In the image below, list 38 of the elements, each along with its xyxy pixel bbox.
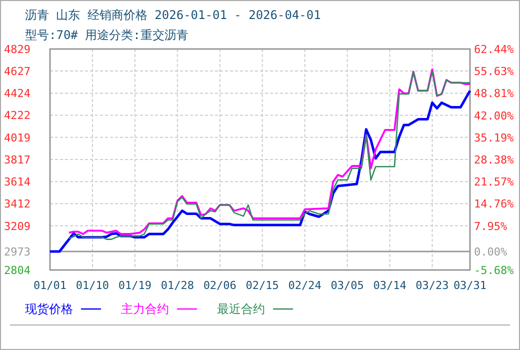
x-tick-label: 03/23	[416, 279, 449, 292]
chart-title: 沥青 山东 经销商价格 2026-01-01 - 2026-04-01	[25, 8, 321, 22]
y-tick-label: 2973	[4, 246, 30, 259]
x-tick-label: 01/19	[118, 279, 152, 292]
x-tick-label: 01/28	[160, 279, 194, 292]
y-tick-label: 4019	[4, 131, 30, 144]
legend-label: 现货价格	[25, 302, 73, 316]
y2-tick-label: 42.00%	[474, 109, 514, 122]
y2-tick-label: 48.81%	[474, 87, 514, 100]
y-tick-label: 3209	[4, 220, 30, 233]
y-tick-label: 4424	[4, 87, 31, 100]
y2-tick-label: 62.44%	[474, 43, 514, 56]
y2-tick-label: -5.68%	[474, 264, 514, 277]
legend-label: 最近合约	[217, 302, 265, 316]
y2-tick-label: 14.76%	[474, 198, 514, 211]
x-tick-label: 02/15	[246, 279, 279, 292]
y-tick-label: 3412	[4, 198, 30, 211]
y-tick-label: 4222	[4, 109, 30, 122]
y2-tick-label: 21.57%	[474, 176, 514, 189]
y2-tick-label: 28.38%	[474, 154, 514, 166]
y-tick-label: 4627	[4, 65, 30, 78]
y2-tick-label: 35.19%	[474, 131, 514, 144]
chart-subtitle: 型号:70# 用途分类:重交沥青	[25, 28, 188, 42]
y-tick-label: 4829	[4, 43, 30, 56]
x-tick-label: 03/31	[453, 279, 487, 292]
y2-tick-label: 0.00%	[474, 246, 508, 259]
x-tick-label: 03/14	[373, 279, 407, 292]
x-tick-label: 01/10	[76, 279, 110, 292]
x-tick-label: 02/06	[203, 279, 236, 292]
y2-tick-label: 7.95%	[474, 220, 508, 233]
x-tick-label: 02/24	[288, 279, 322, 292]
y-tick-label: 3817	[4, 153, 30, 166]
y2-tick-label: 55.63%	[474, 65, 514, 78]
x-tick-label: 01/01	[33, 279, 67, 292]
legend-label: 主力合约	[121, 302, 169, 316]
x-tick-label: 03/05	[330, 279, 364, 292]
y-tick-label: 2804	[4, 264, 31, 277]
y-tick-label: 3614	[4, 176, 31, 189]
